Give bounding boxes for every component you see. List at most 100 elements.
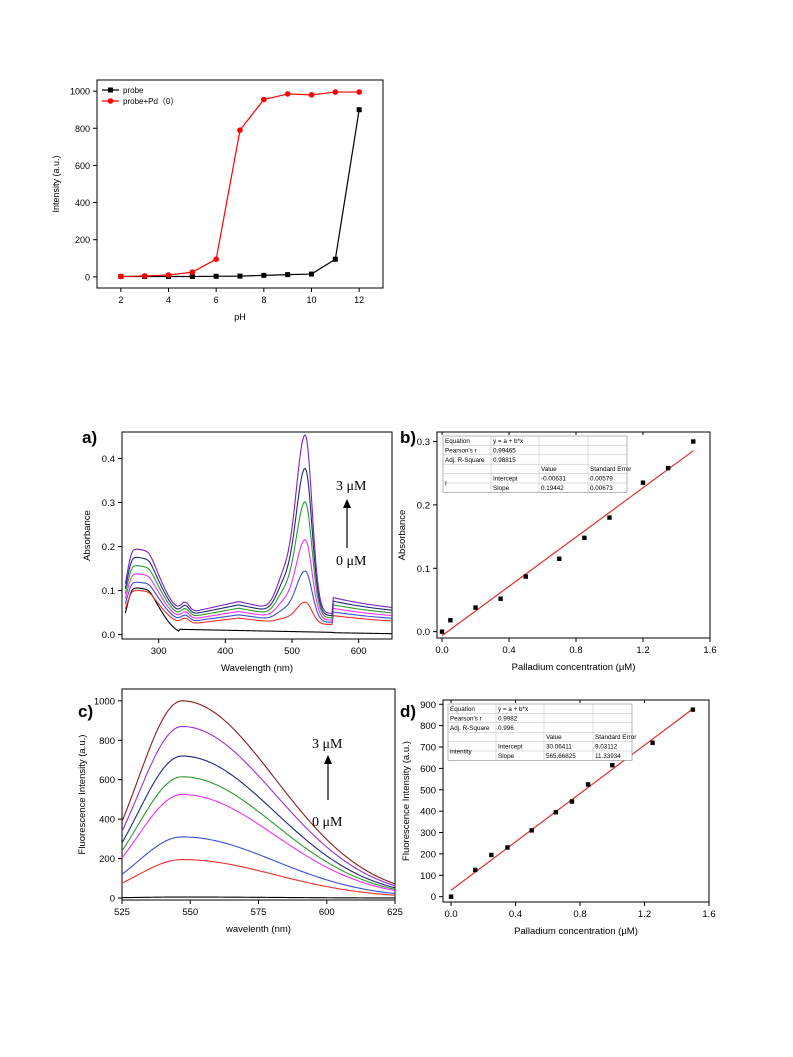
data-point	[213, 273, 219, 279]
data-point	[523, 574, 528, 579]
x-tick-label: 4	[166, 295, 171, 305]
fit-results-table: Equation y = a + b*x Pearson's r 0.99465 Adj…	[442, 435, 631, 493]
x-tick-label: 1.2	[638, 909, 651, 920]
table-intercept-se: 0.00579	[590, 476, 613, 483]
x-tick-label: 500	[284, 646, 300, 657]
data-point	[529, 828, 534, 833]
y-tick-label: 0	[110, 894, 115, 905]
x-tick-label: 575	[251, 907, 267, 918]
table-equation: y = a + b*x	[493, 438, 524, 445]
data-point	[141, 273, 148, 279]
annotation-3uM: 3 μM	[336, 479, 367, 494]
x-tick-label: 300	[151, 646, 167, 657]
panel-label: b)	[400, 428, 416, 447]
y-tick-label: 400	[75, 198, 90, 208]
x-tick-label: 1.6	[702, 909, 715, 920]
table-row-name: I	[445, 480, 447, 487]
legend-entry-0: probe	[123, 86, 144, 95]
spectrum-line-2	[121, 836, 396, 895]
x-tick-label: 0.0	[435, 645, 448, 656]
data-point	[448, 894, 454, 899]
table-intercept-se: 9.03112	[595, 744, 618, 751]
y-tick-label: 200	[99, 854, 115, 865]
x-axis-label: pH	[234, 312, 246, 322]
data-point	[261, 272, 267, 278]
table-pearson-label: Pearson's r	[445, 447, 477, 454]
y-tick-label: 0.0	[417, 627, 430, 638]
data-point	[237, 127, 243, 133]
y-tick-label: 0	[85, 272, 90, 282]
table-adjr-label: Adj. R-Square	[445, 457, 485, 464]
data-point	[610, 762, 615, 768]
data-point	[473, 867, 478, 873]
data-point	[498, 596, 503, 601]
spectrum-line-4	[121, 776, 396, 890]
table-value-header: Value	[541, 466, 557, 473]
y-tick-label: 100	[420, 871, 436, 882]
data-point	[189, 269, 196, 276]
x-tick-label: 10	[306, 295, 316, 305]
table-se-header: Standard Error	[590, 466, 631, 473]
data-point	[650, 740, 655, 745]
table-value-header: Value	[546, 734, 562, 741]
x-axis-label: wavelenth (nm)	[225, 924, 291, 935]
x-tick-label: 600	[351, 646, 367, 657]
legend-entry-1: probe+Pd（0）	[123, 97, 178, 106]
table-adjr: 0.996	[498, 725, 514, 732]
table-slope-se: 0.00673	[590, 485, 613, 492]
data-point	[189, 273, 195, 279]
spectrum-line-2	[124, 570, 393, 623]
y-tick-label: 0.1	[102, 586, 115, 597]
data-point	[356, 89, 362, 95]
panel-label: d)	[400, 702, 416, 721]
table-slope-label: Slope	[498, 753, 515, 760]
concentration-annotation: 3 μM 0 μM	[336, 479, 367, 569]
spectrum-line-7	[121, 700, 396, 885]
y-axis-label: Absorbance	[397, 510, 408, 561]
x-tick-label: 1.6	[703, 645, 716, 656]
legend-marker	[108, 87, 113, 93]
chart-4-series	[448, 707, 696, 899]
plot-frame	[442, 699, 710, 903]
x-tick-label: 0.0	[444, 909, 457, 920]
chart-2-series	[439, 439, 696, 637]
chart-3-series	[121, 700, 396, 899]
legend: probe probe+Pd（0）	[102, 86, 178, 106]
table-intercept-label: Intercept	[493, 476, 518, 483]
data-point	[439, 629, 445, 634]
annotation-0uM: 0 μM	[312, 815, 343, 830]
spectrum-line-1	[121, 859, 396, 896]
x-axis-label: Wavelength (nm)	[221, 663, 293, 674]
data-point	[607, 515, 612, 520]
y-tick-label: 600	[99, 775, 115, 786]
x-tick-label: 0.4	[502, 645, 515, 656]
spectrum-line-3	[124, 539, 393, 621]
data-point	[332, 256, 338, 262]
x-tick-label: 1.2	[636, 645, 649, 656]
plot-frame	[121, 688, 396, 901]
y-tick-label: 0.1	[417, 564, 430, 575]
data-point	[665, 465, 671, 471]
y-tick-label: 200	[420, 849, 436, 860]
table-intercept-value: -0.00631	[541, 476, 566, 483]
data-point	[356, 107, 362, 113]
legend-marker	[107, 98, 114, 104]
table-equation-label: Equation	[445, 438, 470, 445]
chart-3-axes: 525 550 575 600 625 0 200 400 600 800 1000 wavelent…	[77, 688, 403, 935]
y-tick-label: 500	[420, 785, 436, 796]
x-tick-label: 6	[214, 295, 219, 305]
annotation-3uM: 3 μM	[312, 737, 343, 752]
y-tick-label: 0.2	[102, 542, 115, 553]
data-point	[284, 91, 291, 97]
y-tick-label: 600	[75, 161, 90, 171]
spectrum-line-4	[124, 501, 393, 619]
chart-1-axes: 300 400 500 600 0.0 0.1 0.2 0.3 0.4 Wavelength (n…	[82, 428, 393, 674]
fit-line	[441, 450, 694, 637]
table-slope-se: 11.33934	[595, 753, 621, 760]
x-tick-label: 625	[387, 907, 403, 918]
table-pearson: 0.99465	[493, 447, 516, 454]
spectrum-line-5	[124, 467, 393, 617]
data-point	[557, 556, 562, 561]
spectrum-line-1	[124, 589, 393, 626]
y-tick-label: 800	[75, 124, 90, 134]
